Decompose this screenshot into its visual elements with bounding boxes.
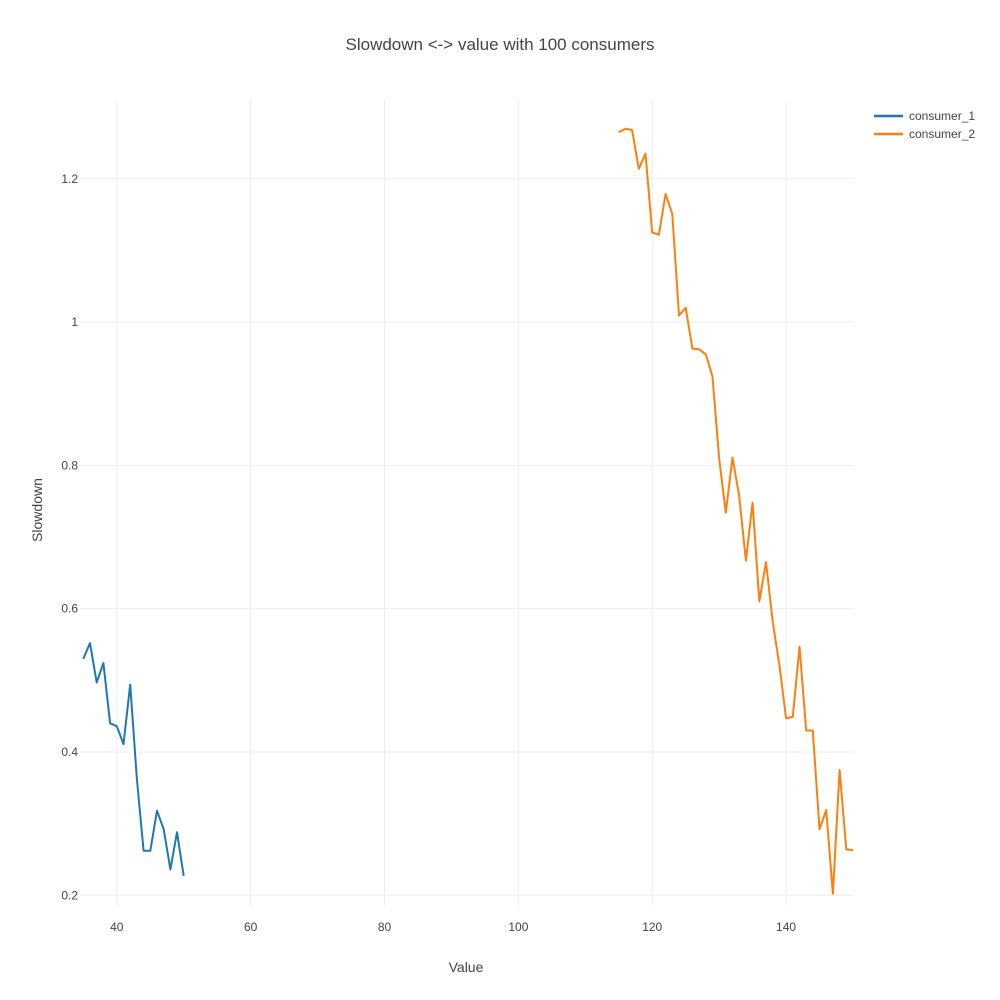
tick-labels: 40 60 80 100 120 140 0.2 0.4 0.6 0.8 1 1.2 (61, 172, 796, 934)
x-tick-label: 60 (244, 920, 258, 934)
legend-label-consumer-1[interactable]: consumer_1 (909, 109, 975, 123)
y-tick-label: 0.6 (61, 602, 78, 616)
y-tick-label: 1.2 (61, 172, 78, 186)
grid-lines (80, 100, 853, 906)
legend: consumer_1 consumer_2 (874, 109, 975, 141)
series-line-consumer-2 (618, 127, 854, 895)
x-tick-label: 140 (776, 920, 796, 934)
legend-label-consumer-2[interactable]: consumer_2 (909, 127, 975, 141)
x-tick-label: 40 (110, 920, 124, 934)
y-tick-label: 0.2 (61, 888, 78, 902)
x-axis-title: Value (449, 959, 484, 975)
y-tick-label: 0.4 (61, 745, 78, 759)
series-lines (82, 127, 854, 895)
y-tick-label: 0.8 (61, 458, 78, 472)
x-tick-label: 80 (378, 920, 392, 934)
x-tick-label: 120 (642, 920, 662, 934)
chart-title: Slowdown <-> value with 100 consumers (346, 35, 655, 54)
series-line-consumer-1 (82, 642, 185, 877)
y-axis-title: Slowdown (29, 478, 45, 542)
x-tick-label: 100 (508, 920, 528, 934)
y-tick-label: 1 (71, 315, 78, 329)
